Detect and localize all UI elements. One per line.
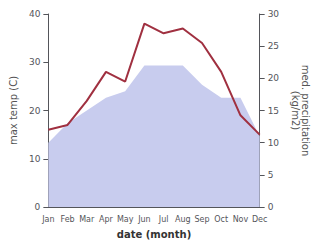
svg-text:Jul: Jul (158, 215, 169, 224)
svg-text:Oct: Oct (214, 215, 228, 224)
svg-text:15: 15 (268, 106, 279, 116)
svg-text:Jan: Jan (41, 215, 54, 224)
svg-text:30: 30 (29, 57, 41, 67)
svg-text:10: 10 (268, 138, 280, 148)
svg-text:Dec: Dec (252, 215, 267, 224)
svg-text:Aug: Aug (175, 215, 191, 224)
svg-text:Apr: Apr (99, 215, 114, 224)
svg-text:40: 40 (29, 9, 41, 19)
svg-text:Jun: Jun (137, 215, 151, 224)
svg-text:20: 20 (29, 106, 41, 116)
svg-text:max temp (C): max temp (C) (8, 76, 19, 145)
svg-text:Nov: Nov (233, 215, 249, 224)
svg-text:May: May (117, 215, 134, 224)
svg-text:(kg/m2): (kg/m2) (290, 91, 301, 131)
svg-text:Sep: Sep (194, 215, 209, 224)
svg-text:25: 25 (268, 41, 279, 51)
svg-text:5: 5 (268, 170, 274, 180)
svg-text:med. precipitation: med. precipitation (299, 64, 311, 157)
svg-text:0: 0 (268, 202, 274, 212)
svg-text:20: 20 (268, 73, 280, 83)
svg-text:30: 30 (268, 9, 280, 19)
svg-text:date (month): date (month) (117, 229, 191, 240)
svg-text:10: 10 (29, 154, 41, 164)
svg-text:0: 0 (35, 202, 41, 212)
svg-text:Mar: Mar (79, 215, 95, 224)
svg-text:Feb: Feb (60, 215, 74, 224)
